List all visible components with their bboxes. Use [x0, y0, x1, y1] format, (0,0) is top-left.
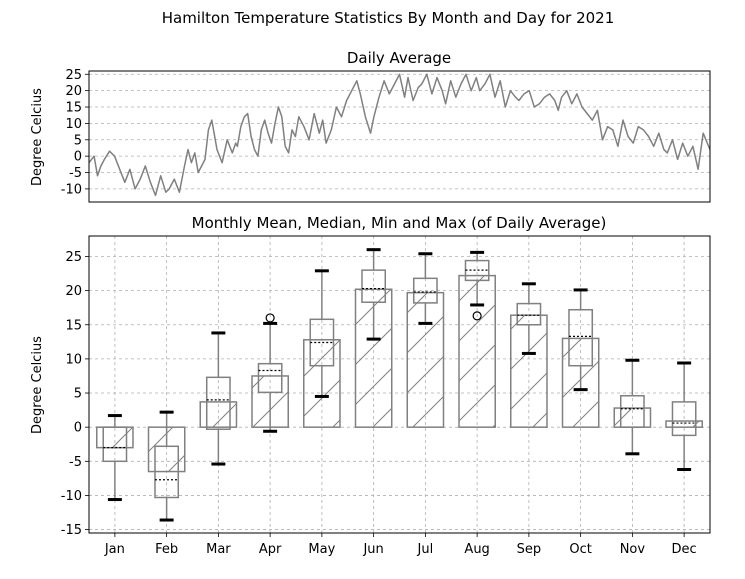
bottom-y-tick-label: -5 [69, 455, 82, 470]
iqr-box [361, 269, 387, 303]
bottom-x-tick-label: Oct [569, 542, 591, 557]
iqr-box [154, 445, 180, 499]
top-y-tick-label: 20 [65, 84, 82, 99]
daily-average-line [88, 73, 711, 197]
bottom-y-axis: -15 -10 -5 0 5 10 15 20 25 [61, 250, 89, 538]
top-y-tick-label: -10 [61, 182, 82, 197]
bottom-x-tick-label: Nov [620, 542, 646, 557]
mean-bar [665, 420, 703, 428]
bottom-x-tick-label: Apr [259, 542, 282, 557]
mean-bar [96, 426, 134, 449]
bottom-x-axis: Jan Feb Mar Apr May Jun Jul Aug Sep Oct Nov Dec [104, 533, 697, 557]
iqr-box [257, 362, 283, 394]
mean-bar [510, 314, 548, 428]
iqr-box [516, 302, 542, 326]
top-y-tick-label: 0 [74, 150, 82, 165]
bottom-y-tick-label: 20 [65, 284, 82, 299]
bottom-x-tick-label: Sep [517, 542, 542, 557]
bottom-y-axis-label: Degree Celcius [30, 336, 45, 434]
top-y-tick-label: -5 [69, 166, 82, 181]
iqr-box [671, 401, 697, 437]
bottom-y-tick-label: 5 [74, 387, 82, 402]
bottom-x-tick-label: Jul [417, 542, 434, 557]
top-y-tick-label: 5 [74, 133, 82, 148]
top-grid [89, 73, 710, 190]
bottom-x-tick-label: Jun [362, 542, 383, 557]
bottom-x-tick-label: Mar [206, 542, 231, 557]
outlier-point [472, 311, 482, 321]
bottom-y-tick-label: 15 [65, 318, 82, 333]
bottom-y-tick-label: 10 [65, 352, 82, 367]
top-plot-frame [88, 70, 711, 203]
top-series [88, 73, 711, 197]
iqr-box [102, 426, 128, 463]
bottom-series [96, 248, 703, 522]
outlier-point [265, 313, 275, 323]
bottom-y-tick-label: 25 [65, 250, 82, 265]
bottom-y-tick-label: 0 [74, 421, 82, 436]
iqr-box [619, 395, 645, 428]
bottom-x-tick-label: Feb [155, 542, 178, 557]
bottom-y-tick-label: -10 [61, 489, 82, 504]
top-y-tick-label: 10 [65, 117, 82, 132]
bottom-chart-title: Monthly Mean, Median, Min and Max (of Da… [192, 214, 607, 232]
iqr-box [568, 308, 594, 367]
top-y-axis-label: Degree Celcius [30, 88, 45, 186]
top-y-tick-label: 15 [65, 101, 82, 116]
mean-bar [199, 401, 238, 428]
bottom-x-tick-label: May [308, 542, 335, 557]
top-y-tick-label: 25 [65, 68, 82, 83]
iqr-box [412, 277, 438, 304]
iqr-box [205, 376, 231, 430]
bottom-x-tick-label: Jan [104, 542, 125, 557]
bottom-plot-frame [88, 235, 711, 534]
mean-bar [613, 407, 652, 428]
bottom-x-tick-label: Aug [464, 542, 489, 557]
bottom-grid [89, 236, 710, 533]
bottom-x-tick-label: Dec [672, 542, 697, 557]
bottom-y-tick-label: -15 [61, 523, 82, 538]
top-chart-title: Daily Average [347, 49, 451, 67]
figure-title: Hamilton Temperature Statistics By Month… [162, 9, 615, 27]
